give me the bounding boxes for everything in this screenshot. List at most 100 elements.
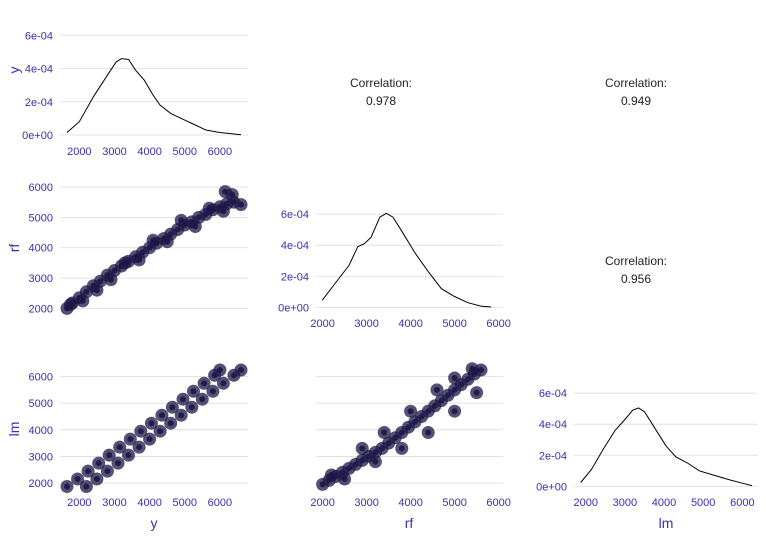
scatter-point-rf-lm <box>445 392 451 399</box>
scatter-point-y-rf <box>222 188 229 195</box>
y-axis-title-rf: rf <box>6 244 22 253</box>
x-tick-label-lm: 2000 <box>574 497 598 509</box>
scatter-point-y-rf <box>195 214 202 221</box>
x-tick-label-lm: 5000 <box>691 497 715 509</box>
x-tick-label-rf: 6000 <box>486 318 510 330</box>
scatter-point-y-lm <box>180 396 186 403</box>
scatter-point-y-lm <box>158 412 165 419</box>
scatter-point-y-rf <box>97 278 104 285</box>
scatter-point-rf-lm <box>407 408 414 415</box>
density-curve-rf <box>321 212 492 308</box>
x-tick-label-y-lm: 2000 <box>67 497 91 509</box>
x-tick-label-lm: 4000 <box>652 497 676 509</box>
y-tick-label-rf: 4e-04 <box>281 240 309 252</box>
y-axis-title-y: y <box>6 67 22 74</box>
scatter-point-y-rf <box>174 226 181 233</box>
y-tick-label-y-lm: 5000 <box>29 398 53 410</box>
scatter-point-y-rf <box>139 249 146 256</box>
x-tick-label-rf-lm: 3000 <box>354 497 378 509</box>
scatter-point-rf-lm <box>464 376 471 383</box>
scatter-point-y-rf <box>125 258 132 265</box>
scatter-point-y-rf <box>178 217 185 224</box>
scatter-point-rf-lm <box>359 457 366 464</box>
scatter-point-rf-lm <box>412 418 418 425</box>
y-tick-label-y-rf: 3000 <box>29 273 53 285</box>
scatter-point-y-lm <box>104 468 111 475</box>
scatter-point-y-lm <box>199 396 206 403</box>
scatter-point-y-rf <box>181 222 188 228</box>
scatter-point-y-lm <box>211 372 218 379</box>
scatter-point-y-lm <box>178 412 185 419</box>
x-tick-label-y: 2000 <box>67 146 91 158</box>
x-tick-label-lm: 3000 <box>613 497 637 509</box>
scatter-point-y-lm <box>137 428 144 435</box>
scatter-point-rf-lm <box>372 449 379 456</box>
scatter-point-rf-lm <box>339 469 346 476</box>
y-tick-label-y-rf: 2000 <box>29 303 53 315</box>
y-tick-label-lm: 2e-04 <box>539 450 567 462</box>
correlation-label-rf-lm: Correlation: <box>605 254 667 268</box>
scatter-point-y-rf <box>188 218 195 225</box>
scatter-point-rf-lm <box>451 375 458 381</box>
x-tick-label-lm: 6000 <box>730 497 754 509</box>
x-axis-title-lm: lm <box>659 515 674 531</box>
x-tick-label-y-lm: 6000 <box>208 497 232 509</box>
scatter-point-y-lm <box>230 372 237 379</box>
scatter-point-rf-lm <box>326 477 333 484</box>
x-axis-title-rf: rf <box>405 515 414 531</box>
scatter-point-y-lm <box>209 388 216 395</box>
y-tick-label-y-rf: 6000 <box>29 182 53 194</box>
x-tick-label-rf: 3000 <box>354 318 378 330</box>
x-tick-label-rf-lm: 4000 <box>398 497 422 509</box>
scatter-point-rf-lm <box>352 461 359 468</box>
scatter-point-rf-lm <box>379 445 385 452</box>
correlation-value-y-rf: 0.978 <box>366 94 396 108</box>
scatter-point-rf-lm <box>438 397 445 404</box>
correlation-label-y-rf: Correlation: <box>350 76 412 90</box>
scatter-point-y-rf <box>216 203 223 210</box>
scatter-point-y-rf <box>192 223 199 230</box>
y-tick-label-rf: 0e+00 <box>278 302 309 314</box>
scatter-point-y-lm <box>148 420 155 427</box>
scatter-point-y-lm <box>220 380 227 387</box>
scatter-point-y-rf <box>69 300 76 306</box>
y-tick-label-y-rf: 5000 <box>29 212 53 224</box>
correlation-value-y-lm: 0.949 <box>621 94 651 108</box>
scatter-point-y-rf <box>167 231 174 238</box>
x-tick-label-rf: 5000 <box>442 318 466 330</box>
scatter-point-y-lm <box>115 460 121 467</box>
y-tick-label-y: 0e+00 <box>22 130 53 142</box>
density-curve-y <box>66 58 242 136</box>
y-tick-label-y-lm: 4000 <box>29 425 53 437</box>
y-tick-label-y-lm: 6000 <box>29 372 53 384</box>
x-tick-label-rf-lm: 2000 <box>310 497 334 509</box>
scatter-point-y-rf <box>111 267 118 274</box>
scatter-point-rf-lm <box>451 408 458 415</box>
y-tick-label-y-rf: 4000 <box>29 243 53 255</box>
density-curve-lm <box>580 407 753 487</box>
scatter-point-rf-lm <box>381 429 388 436</box>
scatter-point-y-lm <box>146 436 153 443</box>
scatter-point-rf-lm <box>392 434 399 441</box>
scatter-point-y-rf <box>90 282 97 289</box>
scatter-point-rf-lm <box>469 365 476 372</box>
scatter-point-y-lm <box>238 367 244 373</box>
scatter-point-y-rf <box>83 288 90 295</box>
x-tick-label-rf-lm: 5000 <box>442 497 466 509</box>
scatter-point-y-rf <box>79 297 86 304</box>
scatter-point-rf-lm <box>405 424 412 431</box>
scatter-point-rf-lm <box>372 458 379 465</box>
scatter-point-y-lm <box>190 388 197 395</box>
scatter-point-y-lm <box>201 380 208 387</box>
scatter-point-y-rf <box>136 256 143 263</box>
scatter-point-y-rf <box>93 287 100 294</box>
scatter-point-rf-lm <box>359 445 366 452</box>
scatter-point-rf-lm <box>341 476 348 482</box>
scatter-point-rf-lm <box>451 386 458 393</box>
scatter-point-y-lm <box>127 436 134 443</box>
y-tick-label-y: 6e-04 <box>25 30 53 42</box>
scatter-point-y-lm <box>157 428 164 435</box>
y-tick-label-lm: 6e-04 <box>539 388 567 400</box>
scatter-point-rf-lm <box>478 367 484 373</box>
scatter-point-y-lm <box>64 483 70 490</box>
